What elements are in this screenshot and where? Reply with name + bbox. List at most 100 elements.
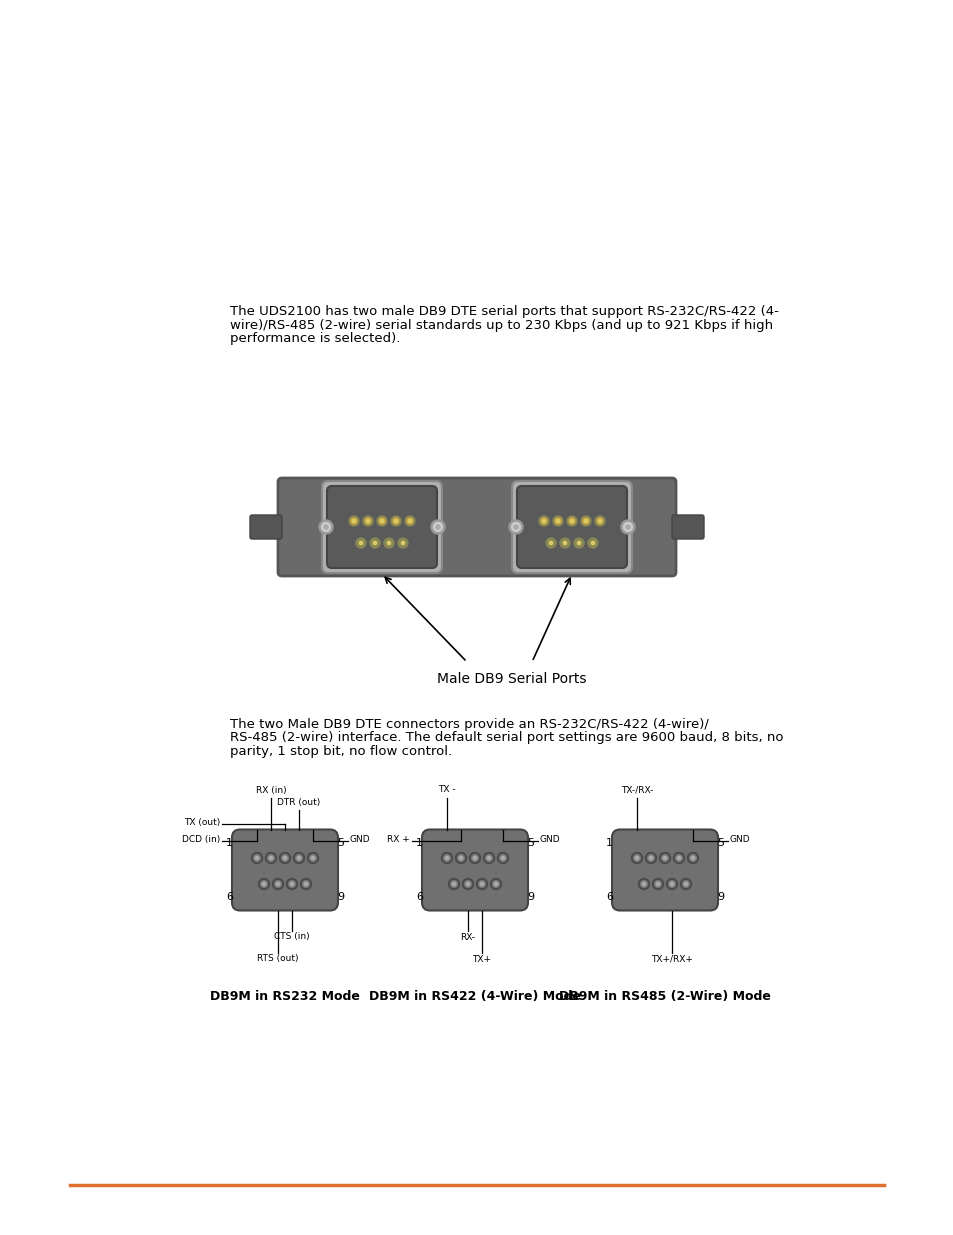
Circle shape <box>309 855 316 862</box>
Circle shape <box>631 852 641 863</box>
Text: 6: 6 <box>605 893 613 903</box>
Circle shape <box>492 881 499 888</box>
Text: RX (in): RX (in) <box>255 785 286 794</box>
Circle shape <box>288 881 295 888</box>
FancyBboxPatch shape <box>327 487 436 568</box>
Text: Male DB9 Serial Ports: Male DB9 Serial Ports <box>436 672 586 685</box>
Circle shape <box>633 855 639 862</box>
Circle shape <box>355 538 366 548</box>
Circle shape <box>675 855 681 862</box>
Text: RX-: RX- <box>460 932 475 941</box>
Circle shape <box>563 541 566 545</box>
Circle shape <box>584 520 587 522</box>
Circle shape <box>462 878 473 889</box>
Circle shape <box>352 520 355 522</box>
Circle shape <box>499 855 506 862</box>
Circle shape <box>397 538 408 548</box>
Circle shape <box>635 856 639 860</box>
Text: The two Male DB9 DTE connectors provide an RS-232C/RS-422 (4-wire)/: The two Male DB9 DTE connectors provide … <box>230 718 708 731</box>
Circle shape <box>689 855 696 862</box>
Circle shape <box>625 525 629 529</box>
Circle shape <box>555 517 560 524</box>
Circle shape <box>281 855 288 862</box>
Circle shape <box>597 517 602 524</box>
Circle shape <box>497 852 508 863</box>
FancyBboxPatch shape <box>250 515 282 538</box>
Text: TX+/RX+: TX+/RX+ <box>650 955 692 963</box>
Text: 1: 1 <box>226 837 233 847</box>
Circle shape <box>407 517 413 524</box>
Text: 6: 6 <box>226 893 233 903</box>
Circle shape <box>641 882 645 885</box>
Circle shape <box>283 856 287 860</box>
Circle shape <box>487 856 490 860</box>
Circle shape <box>494 882 497 885</box>
Text: The UDS2100 has two male DB9 DTE serial ports that support RS-232C/RS-422 (4-: The UDS2100 has two male DB9 DTE serial … <box>230 305 778 317</box>
Circle shape <box>252 852 262 863</box>
Circle shape <box>365 517 371 524</box>
Circle shape <box>324 525 328 529</box>
Circle shape <box>687 852 698 863</box>
Text: GND: GND <box>350 835 370 844</box>
Circle shape <box>654 881 660 888</box>
Text: 1: 1 <box>605 837 613 847</box>
Circle shape <box>639 881 647 888</box>
Circle shape <box>387 541 390 545</box>
Circle shape <box>582 517 588 524</box>
Circle shape <box>307 852 318 863</box>
Text: TX-/RX-: TX-/RX- <box>620 785 653 794</box>
FancyBboxPatch shape <box>277 478 676 576</box>
Circle shape <box>471 855 478 862</box>
Text: 6: 6 <box>416 893 422 903</box>
Text: DB9M in RS232 Mode: DB9M in RS232 Mode <box>210 990 359 1003</box>
Circle shape <box>267 855 274 862</box>
Circle shape <box>485 855 492 862</box>
Circle shape <box>566 516 577 526</box>
Circle shape <box>366 520 369 522</box>
FancyBboxPatch shape <box>421 830 527 910</box>
Circle shape <box>445 856 448 860</box>
Circle shape <box>514 525 517 529</box>
Circle shape <box>393 517 398 524</box>
Circle shape <box>448 878 459 889</box>
Circle shape <box>691 856 694 860</box>
Circle shape <box>443 855 450 862</box>
Circle shape <box>431 520 444 534</box>
Circle shape <box>295 855 302 862</box>
Circle shape <box>568 517 575 524</box>
Circle shape <box>351 517 356 524</box>
Circle shape <box>300 878 312 889</box>
Circle shape <box>483 852 494 863</box>
Text: DB9M in RS485 (2-Wire) Mode: DB9M in RS485 (2-Wire) Mode <box>558 990 770 1003</box>
Circle shape <box>473 856 476 860</box>
Circle shape <box>677 856 680 860</box>
Circle shape <box>670 882 673 885</box>
Text: CTS (in): CTS (in) <box>274 932 310 941</box>
Text: TX (out): TX (out) <box>184 818 220 827</box>
Circle shape <box>374 541 376 545</box>
Text: RS-485 (2-wire) interface. The default serial port settings are 9600 baud, 8 bit: RS-485 (2-wire) interface. The default s… <box>230 731 782 745</box>
Circle shape <box>623 522 632 531</box>
Text: TX+: TX+ <box>472 955 491 963</box>
Circle shape <box>370 538 379 548</box>
Circle shape <box>262 882 266 885</box>
Circle shape <box>274 881 281 888</box>
Text: GND: GND <box>539 835 560 844</box>
Circle shape <box>580 516 590 526</box>
Circle shape <box>391 516 400 526</box>
Circle shape <box>469 852 480 863</box>
Circle shape <box>500 856 504 860</box>
Text: parity, 1 stop bit, no flow control.: parity, 1 stop bit, no flow control. <box>230 745 452 758</box>
Circle shape <box>260 881 267 888</box>
Circle shape <box>656 882 659 885</box>
Circle shape <box>673 852 684 863</box>
Circle shape <box>466 882 469 885</box>
Circle shape <box>620 520 635 534</box>
Text: 9: 9 <box>717 893 723 903</box>
Circle shape <box>490 878 501 889</box>
Circle shape <box>255 856 258 860</box>
Circle shape <box>595 516 604 526</box>
Circle shape <box>395 520 397 522</box>
Circle shape <box>304 882 308 885</box>
Circle shape <box>253 855 260 862</box>
